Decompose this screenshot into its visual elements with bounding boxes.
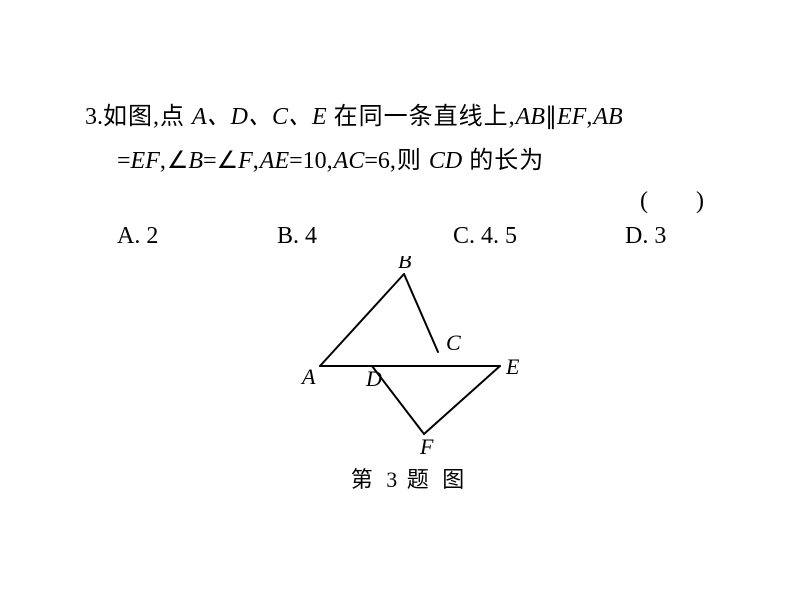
caption-num: 3 xyxy=(386,467,397,492)
eq-2: = xyxy=(203,148,217,174)
comma-2: , xyxy=(160,148,167,174)
eq-4: = xyxy=(364,148,378,174)
seg-ac: AC xyxy=(334,148,365,174)
seg-ef-1: EF xyxy=(557,104,586,130)
val-6: 6 xyxy=(378,148,390,174)
problem-line-2: =EF,∠B=∠F,AE=10,AC=6,则 CD 的长为 xyxy=(85,139,734,183)
comma-3: , xyxy=(253,148,260,174)
problem-number: 3. xyxy=(85,104,103,130)
figure-wrap: B C A D E F 第 3 题 图 xyxy=(85,256,734,494)
figure-caption: 第 3 题 图 xyxy=(351,462,469,494)
comma-5: ,则 xyxy=(390,148,429,174)
caption-post: 题 图 xyxy=(397,467,468,492)
options-row: A. 2 B. 4 C. 4. 5 D. 3 xyxy=(85,223,734,250)
geometry-figure: B C A D E F xyxy=(290,256,530,456)
text-2: 在同一条直线上, xyxy=(327,104,516,130)
text-1: 如图,点 xyxy=(103,104,192,130)
eq-3: = xyxy=(289,148,303,174)
tail-text: 的长为 xyxy=(462,148,544,174)
angle-b: B xyxy=(188,148,203,174)
points-list: A、D、C、E xyxy=(192,104,327,130)
comma-4: , xyxy=(327,148,334,174)
seg-ef-2: EF xyxy=(131,148,160,174)
option-d: D. 3 xyxy=(625,223,666,250)
problem-line-1: 3.如图,点 A、D、C、E 在同一条直线上,AB∥EF,AB xyxy=(85,95,734,139)
angle-sym-2: ∠ xyxy=(217,148,239,174)
label-A: A xyxy=(300,364,316,389)
option-a: A. 2 xyxy=(117,223,277,250)
seg-ab-1: AB xyxy=(516,104,545,130)
label-C: C xyxy=(446,330,461,355)
caption-pre: 第 xyxy=(351,467,387,492)
angle-sym-1: ∠ xyxy=(167,148,189,174)
label-B: B xyxy=(398,256,411,273)
parallel-symbol: ∥ xyxy=(545,104,557,130)
angle-f: F xyxy=(238,148,253,174)
seg-cd: CD xyxy=(429,148,462,174)
answer-paren: ( ) xyxy=(85,188,734,215)
label-E: E xyxy=(505,354,520,379)
option-c: C. 4. 5 xyxy=(453,223,625,250)
label-F: F xyxy=(419,434,434,456)
val-10: 10 xyxy=(303,148,327,174)
label-D: D xyxy=(365,366,382,391)
option-b: B. 4 xyxy=(277,223,453,250)
seg-ab-2: AB xyxy=(593,104,622,130)
problem-block: 3.如图,点 A、D、C、E 在同一条直线上,AB∥EF,AB =EF,∠B=∠… xyxy=(0,0,794,494)
eq-1: = xyxy=(117,148,131,174)
seg-ae: AE xyxy=(260,148,289,174)
paren-text: ( ) xyxy=(640,188,704,214)
